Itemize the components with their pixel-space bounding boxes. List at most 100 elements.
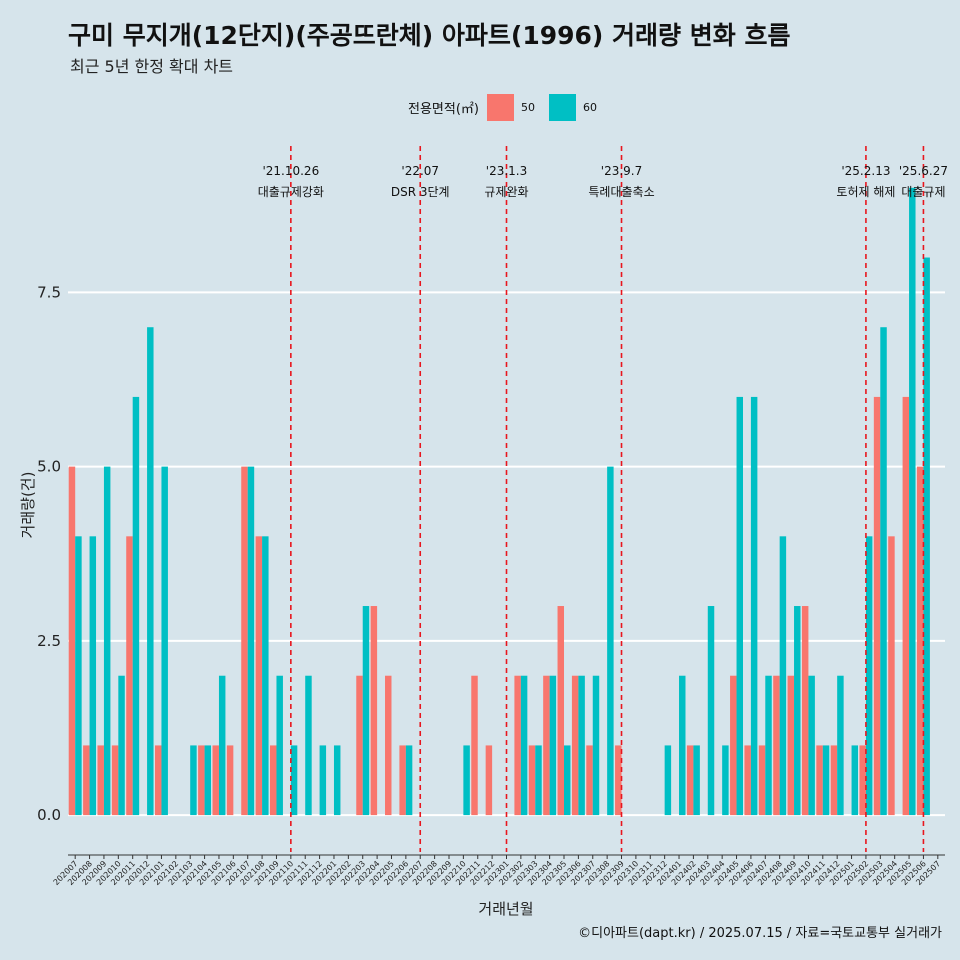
bar-50-202009 [97,745,104,816]
bar-60-202308 [607,466,614,816]
bar-50-202306 [571,675,579,816]
event-label: 특례대출축소 [588,185,654,199]
bar-60-202403 [707,606,715,816]
bar-50-202409 [787,675,795,816]
bar-50-202412 [830,745,838,816]
bar-50-202505 [902,396,910,816]
bar-60-202101 [161,466,168,816]
bar-50-202109 [269,745,277,816]
bar-60-202008 [89,536,97,816]
bar-60-202302 [520,675,528,816]
bar-50-202405 [730,675,737,816]
event-label: 규제완화 [484,185,528,199]
bar-50-202307 [586,745,593,816]
bar-50-202108 [255,536,263,816]
bar-50-202106 [226,745,234,816]
bar-50-202104 [198,745,205,816]
bar-60-202010 [118,675,125,816]
bar-60-202206 [405,745,413,816]
bar-60-202502 [865,536,873,816]
bar-60-202406 [750,396,758,816]
bar-50-202402 [686,745,694,816]
event-date: '23.9.7 [601,164,642,178]
y-tick-label: 2.5 [37,632,61,650]
event-date: '21.10.26 [262,164,319,178]
x-axis-title: 거래년월 [478,900,533,918]
bar-60-202111 [305,675,312,816]
bar-60-202410 [808,675,815,816]
event-label: 토허제 해제 [836,185,895,199]
bar-50-202204 [370,606,378,816]
bar-60-202404 [722,745,729,816]
bar-50-202305 [557,606,565,816]
source-caption: ©디아파트(dapt.kr) / 2025.07.15 / 자료=국토교통부 실… [578,926,942,941]
bar-60-202312 [664,745,672,816]
legend-label-50: 50 [520,100,535,114]
bar-60-202305 [564,745,571,816]
bar-50-202007 [68,466,76,816]
bar-50-202010 [111,745,119,816]
bar-50-202107 [241,466,248,816]
event-label: 대출규제강화 [258,185,324,199]
bar-50-202406 [744,745,751,816]
legend-swatch-50 [486,93,514,121]
bar-50-202211 [471,675,478,816]
bar-50-202504 [888,536,895,816]
bar-50-202203 [356,675,363,816]
bar-50-202407 [758,745,766,816]
bar-50-202410 [801,606,809,816]
event-label: 대출규제 [901,185,945,199]
legend: 전용면적(㎡) 50 60 [408,93,611,121]
bar-50-202411 [816,745,823,816]
bar-60-202107 [247,466,255,816]
bar-50-202008 [83,745,90,816]
bar-60-202306 [578,675,585,816]
bar-50-202304 [543,675,550,816]
bar-60-202011 [132,396,140,816]
bar-60-202401 [679,675,686,816]
bar-60-202105 [218,675,226,816]
bar-60-202203 [362,606,370,816]
event-date: '25.2.13 [841,164,890,178]
bar-60-202506 [923,257,930,816]
bar-60-202109 [276,675,283,816]
chart-title: 구미 무지개(12단지)(주공뜨란체) 아파트(1996) 거래량 변화 흐름 [68,21,791,50]
legend-swatch-60 [548,93,576,121]
bar-50-202206 [399,745,406,816]
bar-50-202011 [126,536,133,816]
bar-50-202503 [873,396,881,816]
bar-60-202304 [549,675,557,816]
event-label: DSR 3단계 [391,185,450,199]
bar-60-202411 [822,745,830,816]
bar-60-202007 [75,536,82,816]
bar-60-202009 [103,466,111,816]
legend-title: 전용면적(㎡) [408,101,479,117]
bar-60-202210 [463,745,470,816]
bar-60-202201 [333,745,341,816]
chart-subtitle: 최근 5년 한정 확대 차트 [70,57,234,76]
y-tick-label: 0.0 [37,806,61,824]
bar-60-202408 [779,536,787,816]
bar-50-202502 [859,745,866,816]
bar-60-202503 [880,327,887,816]
bar-50-202205 [385,675,392,816]
bar-60-202412 [837,675,844,816]
y-tick-label: 5.0 [37,458,61,476]
bar-60-202307 [592,675,600,816]
bar-50-202303 [528,745,536,816]
bar-60-202303 [535,745,542,816]
bar-50-202309 [615,745,622,816]
bar-60-202402 [693,745,700,816]
bar-60-202505 [909,187,916,816]
bar-60-202409 [794,606,801,816]
bar-60-202012 [147,327,154,816]
bar-60-202405 [736,396,744,816]
bar-60-202108 [262,536,269,816]
bar-50-202506 [916,466,924,816]
bar-50-202408 [773,675,780,816]
bar-50-202105 [212,745,219,816]
bar-60-202110 [290,745,298,816]
bar-50-202101 [154,745,162,816]
y-tick-label: 7.5 [37,283,61,301]
event-date: '23.1.3 [486,164,527,178]
